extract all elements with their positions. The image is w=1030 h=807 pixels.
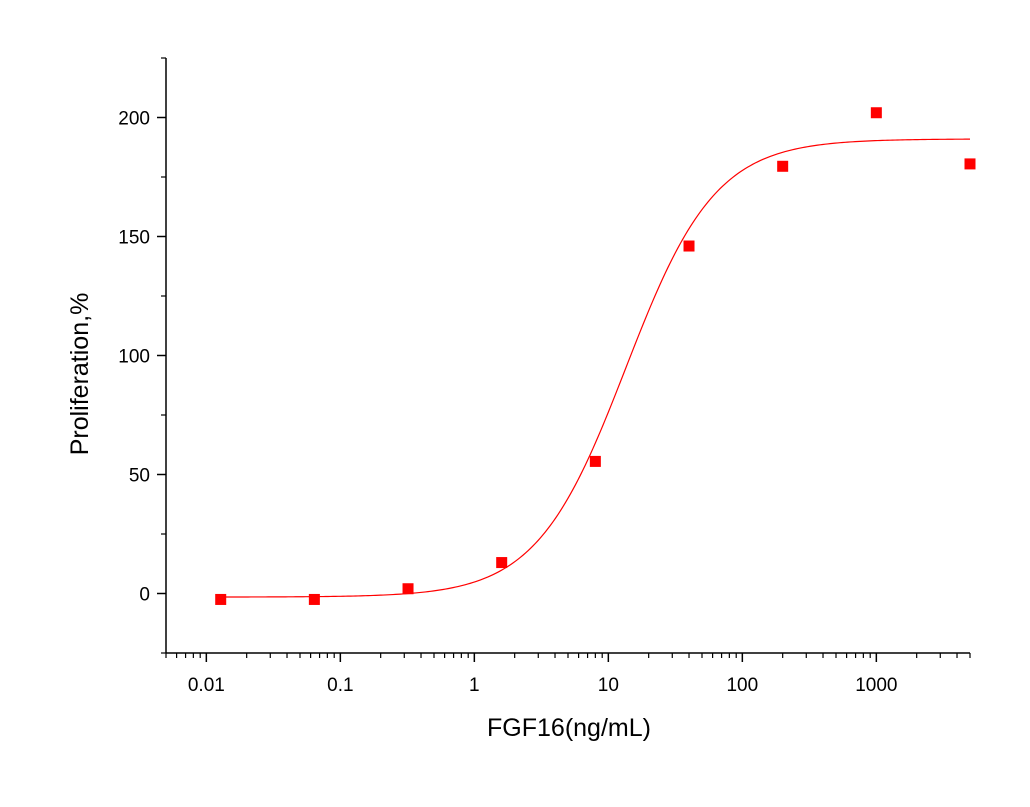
y-tick-label: 100 [118, 347, 150, 368]
y-axis-title: Proliferation,% [66, 293, 94, 456]
x-tick-label: 1 [469, 675, 480, 696]
x-tick-label: 10 [598, 675, 619, 696]
data-point [964, 158, 976, 170]
data-point [589, 455, 601, 467]
data-point [308, 593, 320, 605]
axes: 0 50 100 150 200 0.01 0.1 1 10 100 1000 [118, 57, 971, 696]
data-point [496, 557, 508, 569]
data-point [777, 160, 789, 172]
y-tick-label: 50 [129, 466, 150, 487]
y-tick-label: 0 [139, 585, 150, 606]
data-point [402, 583, 414, 595]
y-tick-label: 150 [118, 228, 150, 249]
fit-curve-layer [220, 138, 971, 598]
x-tick-label: 0.1 [327, 675, 353, 696]
fit-curve [220, 138, 971, 598]
x-tick-label: 0.01 [188, 675, 225, 696]
x-tick-label: 1000 [855, 675, 897, 696]
data-point [683, 240, 695, 252]
y-tick-label: 200 [118, 109, 150, 130]
data-points [215, 107, 976, 605]
x-axis-title: FGF16(ng/mL) [487, 714, 651, 742]
x-tick-label: 100 [726, 675, 758, 696]
data-point [870, 107, 882, 119]
data-point [215, 593, 227, 605]
